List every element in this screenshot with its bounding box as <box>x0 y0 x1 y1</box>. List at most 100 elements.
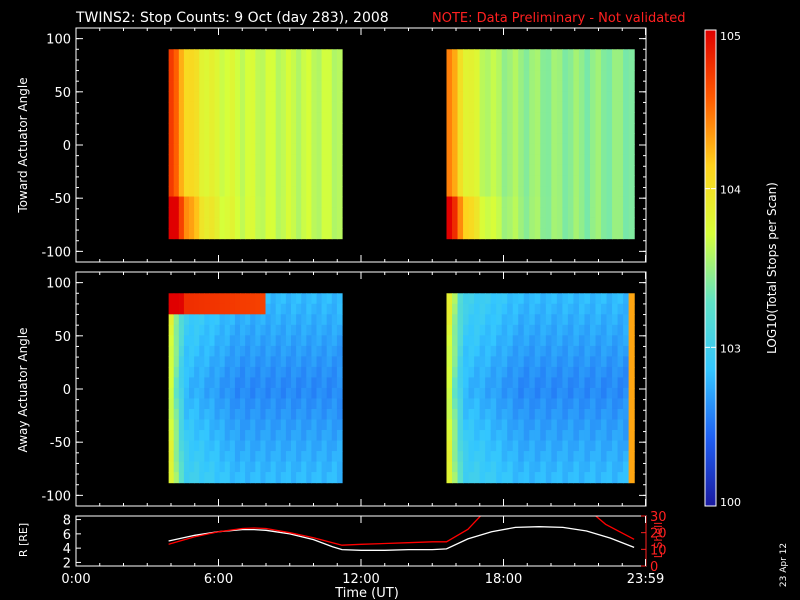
heatmap-cell <box>617 430 624 442</box>
heatmap-cell <box>245 408 251 421</box>
heatmap-cell <box>321 49 328 61</box>
y-tick-label: 100 <box>46 33 71 48</box>
heatmap-cell <box>584 356 591 368</box>
heatmap-cell <box>270 207 277 219</box>
heatmap-cell <box>601 59 608 71</box>
heatmap-cell <box>311 430 318 442</box>
heatmap-cell <box>617 196 624 208</box>
heatmap-cell <box>214 398 221 410</box>
heatmap-cell <box>321 324 328 336</box>
heatmap-cell <box>623 196 630 208</box>
heatmap-cell <box>285 217 292 229</box>
heatmap-cell <box>214 91 221 103</box>
heatmap-cell <box>496 419 503 431</box>
heatmap-cell <box>255 112 262 124</box>
heatmap-cell <box>321 293 328 305</box>
heatmap-cell <box>214 59 221 71</box>
heatmap-cell <box>501 293 508 305</box>
heatmap-cell <box>589 164 597 177</box>
heatmap-cell <box>168 175 175 187</box>
heatmap-cell <box>617 112 624 124</box>
heatmap-cell <box>183 228 190 240</box>
heatmap-cell <box>589 112 597 124</box>
heatmap-cell <box>183 303 190 315</box>
heatmap-cell <box>601 186 608 198</box>
heatmap-cell <box>518 112 525 124</box>
heatmap-cell <box>485 398 492 410</box>
heatmap-cell <box>523 70 530 82</box>
heatmap-cell <box>265 143 272 156</box>
heatmap-cell <box>270 472 277 484</box>
heatmap-cell <box>224 91 231 103</box>
heatmap-cell <box>280 59 287 71</box>
heatmap-cell <box>606 49 613 61</box>
heatmap-cell <box>474 133 481 145</box>
heatmap-cell <box>250 207 256 219</box>
heatmap-cell <box>463 345 470 357</box>
heatmap-cell <box>280 345 287 357</box>
heatmap-cell <box>529 112 536 124</box>
heatmap-cell <box>311 303 318 315</box>
heatmap-cell <box>199 228 205 240</box>
heatmap-cell <box>507 175 514 187</box>
heatmap-cell <box>601 345 608 357</box>
heatmap-cell <box>501 154 508 166</box>
heatmap-cell <box>479 154 486 166</box>
heatmap-cell <box>255 430 262 442</box>
heatmap-cell <box>485 419 492 431</box>
heatmap-cell <box>316 324 323 336</box>
heatmap-cell <box>446 387 453 400</box>
heatmap-cell <box>250 419 256 431</box>
heatmap-cell <box>446 356 453 368</box>
away-angle-axis-label: Away Actuator Angle <box>16 327 30 452</box>
heatmap-cell <box>545 207 552 219</box>
heatmap-cell <box>606 122 613 135</box>
heatmap-cell <box>501 377 508 389</box>
heatmap-cell <box>556 398 563 410</box>
heatmap-cell <box>183 70 190 82</box>
heatmap-cell <box>457 217 464 229</box>
heatmap-cell <box>275 335 282 347</box>
heatmap-cell <box>490 345 497 357</box>
heatmap-cell <box>209 451 216 463</box>
heatmap-cell <box>260 154 267 166</box>
heatmap-cell <box>296 377 302 389</box>
heatmap-cell <box>584 101 591 113</box>
heatmap-cell <box>501 143 508 156</box>
heatmap-cell <box>280 133 287 145</box>
heatmap-cell <box>240 91 246 103</box>
heatmap-cell <box>606 356 613 368</box>
heatmap-cell <box>551 324 558 336</box>
heatmap-cell <box>240 314 246 326</box>
heatmap-cell <box>578 91 586 103</box>
heatmap-cell <box>280 49 287 61</box>
heatmap-cell <box>234 101 241 113</box>
heatmap-cell <box>628 217 635 229</box>
heatmap-cell <box>270 440 277 452</box>
heatmap-cell <box>173 186 180 198</box>
heatmap-cell <box>551 398 558 410</box>
heatmap-cell <box>485 196 492 208</box>
heatmap-cell <box>199 175 205 187</box>
heatmap-cell <box>178 59 185 71</box>
heatmap-cell <box>301 228 307 240</box>
heatmap-cell <box>194 387 200 400</box>
heatmap-cell <box>617 122 624 135</box>
heatmap-cell <box>562 133 569 145</box>
heatmap-cell <box>245 228 251 240</box>
heatmap-cell <box>589 430 597 442</box>
heatmap-cell <box>446 175 453 187</box>
heatmap-cell <box>275 70 282 82</box>
heatmap-cell <box>275 164 282 177</box>
heatmap-cell <box>306 303 313 315</box>
heatmap-cell <box>250 303 256 315</box>
heatmap-cell <box>617 472 624 484</box>
heatmap-cell <box>589 366 597 379</box>
heatmap-cell <box>306 461 313 473</box>
heatmap-cell <box>173 133 180 145</box>
heatmap-cell <box>296 472 302 484</box>
heatmap-cell <box>189 356 195 368</box>
heatmap-cell <box>628 387 635 400</box>
heatmap-cell <box>229 345 236 357</box>
heatmap-cell <box>275 186 282 198</box>
